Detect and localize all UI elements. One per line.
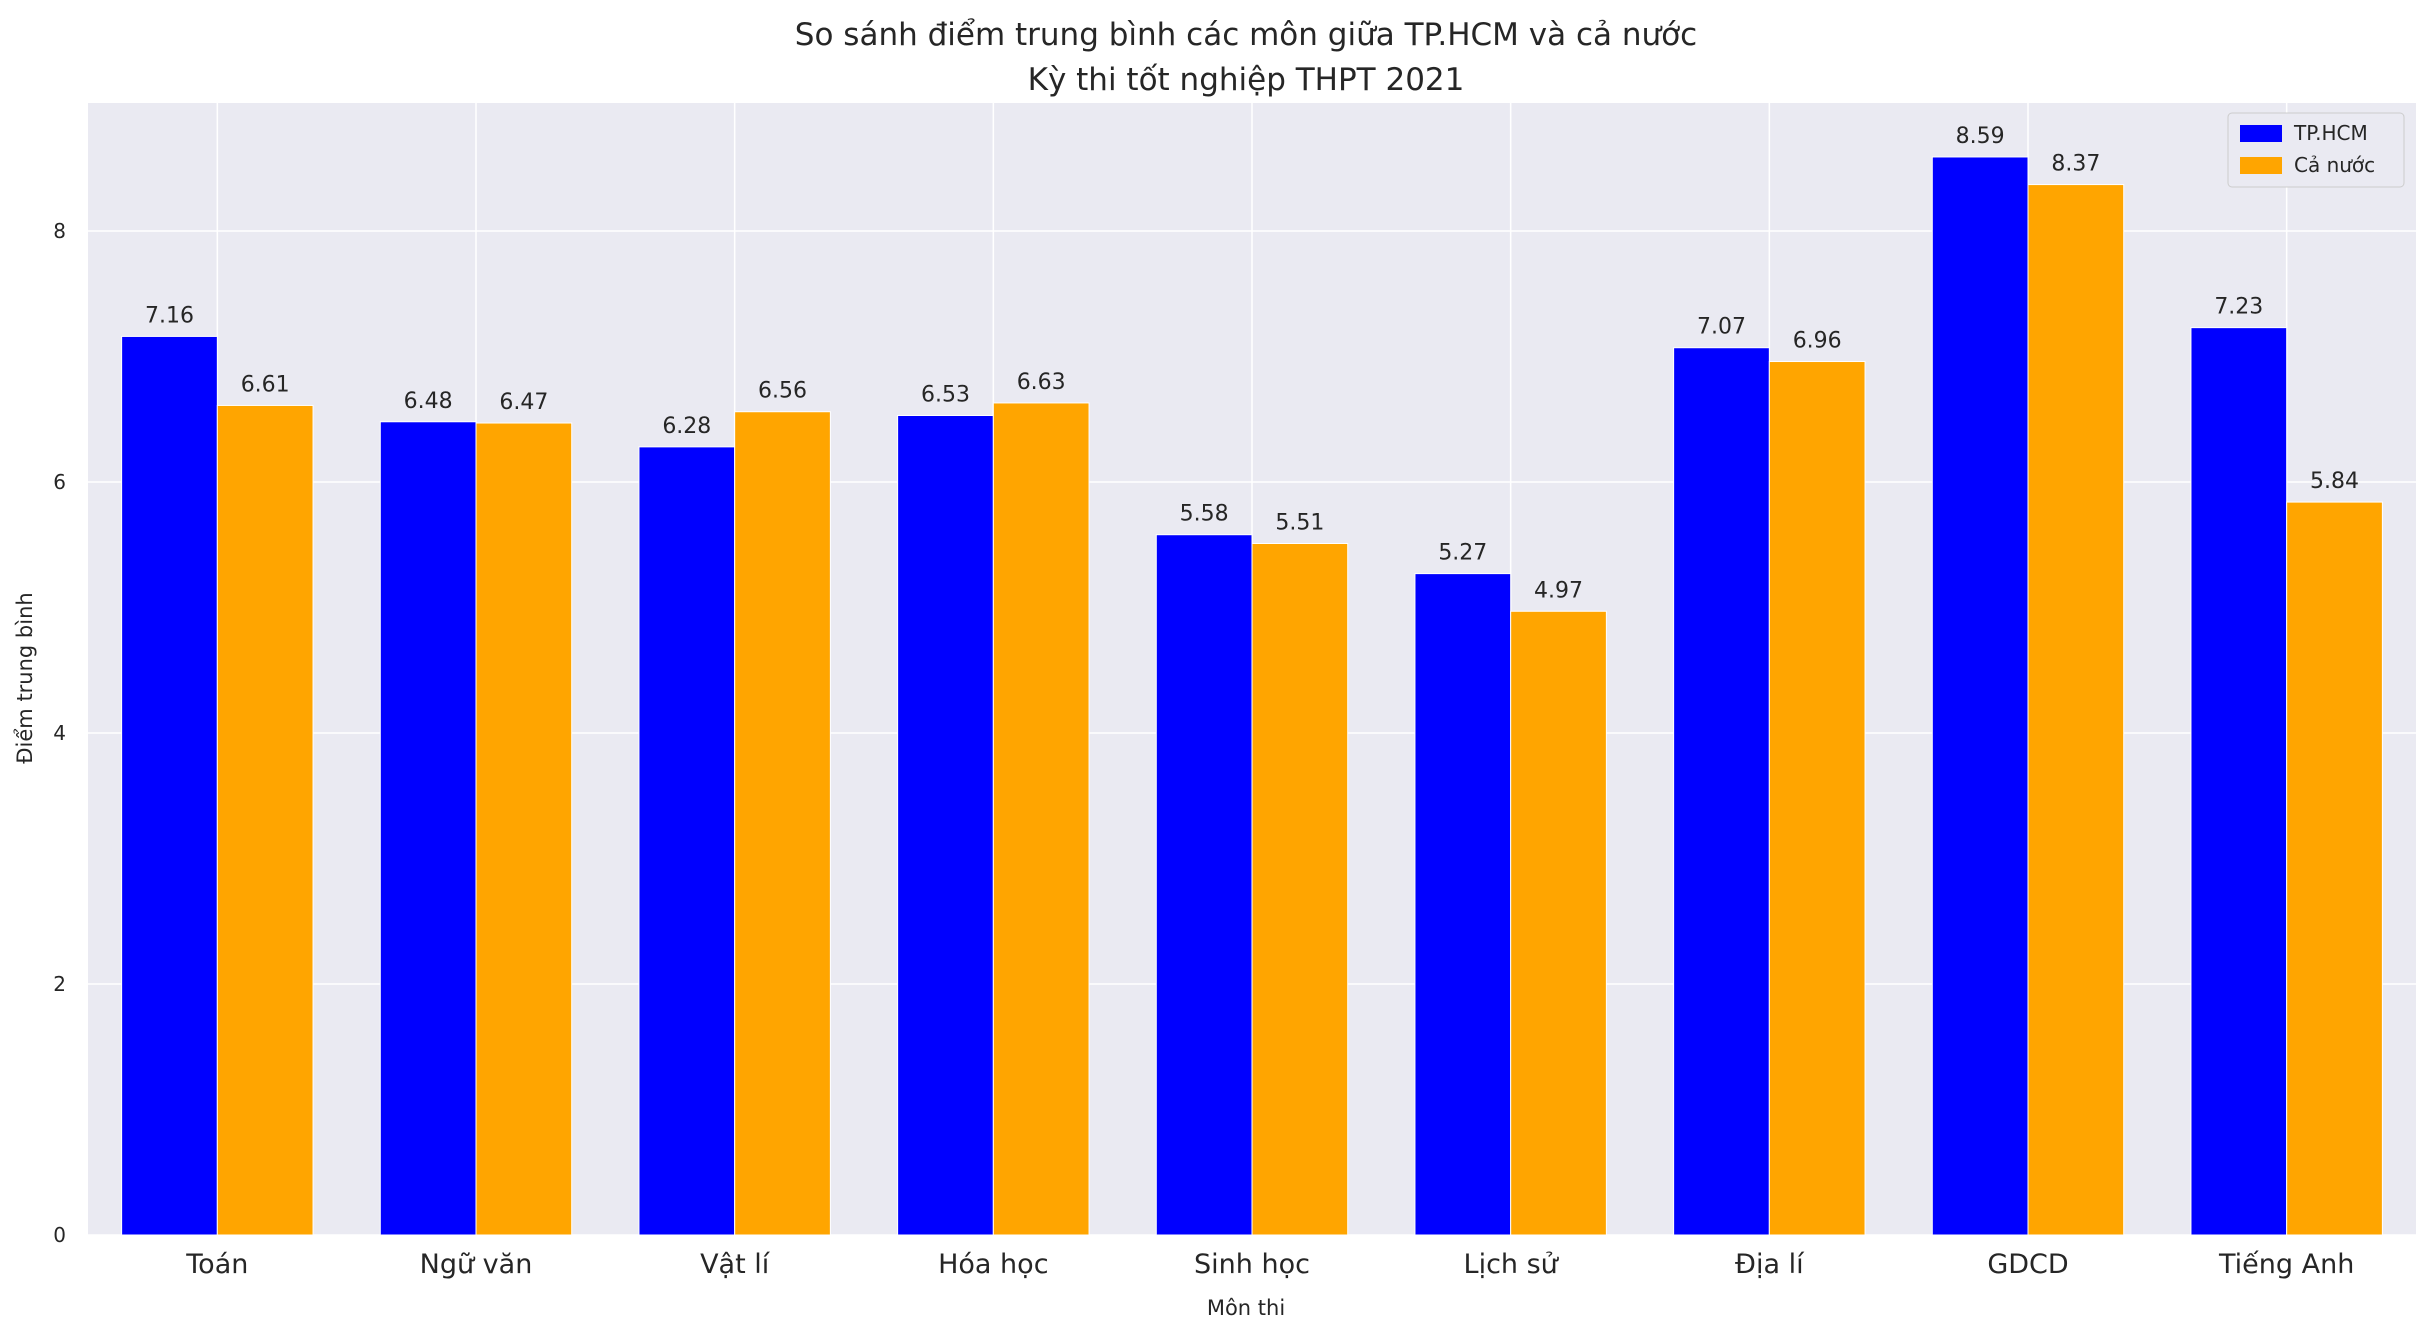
bar-value-label: 6.28 xyxy=(662,414,711,439)
legend-swatch xyxy=(2240,157,2282,174)
bar-ca-nuoc xyxy=(1251,543,1349,1236)
bar-value-label: 5.51 xyxy=(1275,511,1324,536)
bar-value-label: 5.27 xyxy=(1438,541,1487,566)
x-tick-label: Hóa học xyxy=(938,1249,1048,1280)
bar-value-label: 4.97 xyxy=(1534,578,1583,603)
bar-value-label: 7.16 xyxy=(145,303,194,328)
x-tick-label: GDCD xyxy=(1987,1249,2068,1280)
legend-label: Cả nước xyxy=(2294,153,2375,177)
bar-value-label: 6.48 xyxy=(404,389,453,414)
bar-tphcm xyxy=(121,335,218,1236)
y-tick-label: 6 xyxy=(53,470,66,494)
bar-tphcm xyxy=(1673,347,1770,1236)
bar-value-label: 6.63 xyxy=(1017,370,1066,395)
bar-value-label: 6.96 xyxy=(1793,329,1842,354)
x-tick-label: Tiếng Anh xyxy=(2218,1249,2354,1280)
legend-label: TP.HCM xyxy=(2293,121,2368,145)
bar-value-label: 5.58 xyxy=(1180,502,1229,527)
bar-tphcm xyxy=(1931,156,2029,1236)
bar-value-label: 6.61 xyxy=(241,372,290,397)
bar-ca-nuoc xyxy=(1768,361,1866,1236)
bar-ca-nuoc xyxy=(2286,501,2383,1236)
bar-ca-nuoc xyxy=(475,422,573,1236)
y-tick-label: 0 xyxy=(53,1223,66,1247)
bar-value-label: 7.23 xyxy=(2214,295,2263,320)
bar-tphcm xyxy=(1155,534,1253,1236)
x-tick-label: Địa lí xyxy=(1735,1249,1805,1280)
bar-value-label: 8.59 xyxy=(1956,124,2005,149)
x-tick-label: Toán xyxy=(185,1249,248,1280)
bar-tphcm xyxy=(2190,327,2288,1236)
bar-tphcm xyxy=(897,414,994,1236)
legend: TP.HCM Cả nước xyxy=(2227,112,2405,188)
x-tick-label: Lịch sử xyxy=(1464,1249,1560,1280)
y-tick-label: 2 xyxy=(53,972,66,996)
bar-value-label: 6.47 xyxy=(499,390,548,415)
y-tick-label: 8 xyxy=(53,219,66,243)
x-tick-label: Vật lí xyxy=(700,1249,771,1280)
bar-value-label: 5.84 xyxy=(2310,469,2359,494)
chart-subtitle: Kỳ thi tốt nghiệp THPT 2021 xyxy=(1028,62,1465,98)
bar-tphcm xyxy=(1414,573,1512,1236)
y-tick-label: 4 xyxy=(53,721,66,745)
bar-tphcm xyxy=(379,421,477,1236)
bar-value-label: 8.37 xyxy=(2051,152,2100,177)
bar-ca-nuoc xyxy=(216,404,314,1236)
bar-tphcm xyxy=(638,446,736,1236)
y-axis-label: Điểm trung bình xyxy=(13,592,37,763)
x-tick-label: Sinh học xyxy=(1194,1249,1310,1280)
bar-ca-nuoc xyxy=(2027,184,2125,1236)
bar-ca-nuoc xyxy=(734,411,831,1236)
chart-title: So sánh điểm trung bình các môn giữa TP.… xyxy=(795,17,1697,53)
legend-swatch xyxy=(2240,125,2282,142)
bar-ca-nuoc xyxy=(1510,610,1607,1236)
bar-ca-nuoc xyxy=(992,402,1090,1236)
bar-value-label: 6.56 xyxy=(758,379,807,404)
bar-value-label: 7.07 xyxy=(1697,315,1746,340)
bar-value-label: 6.53 xyxy=(921,382,970,407)
x-axis-label: Môn thi xyxy=(1207,1296,1285,1320)
x-tick-label: Ngữ văn xyxy=(420,1249,533,1280)
